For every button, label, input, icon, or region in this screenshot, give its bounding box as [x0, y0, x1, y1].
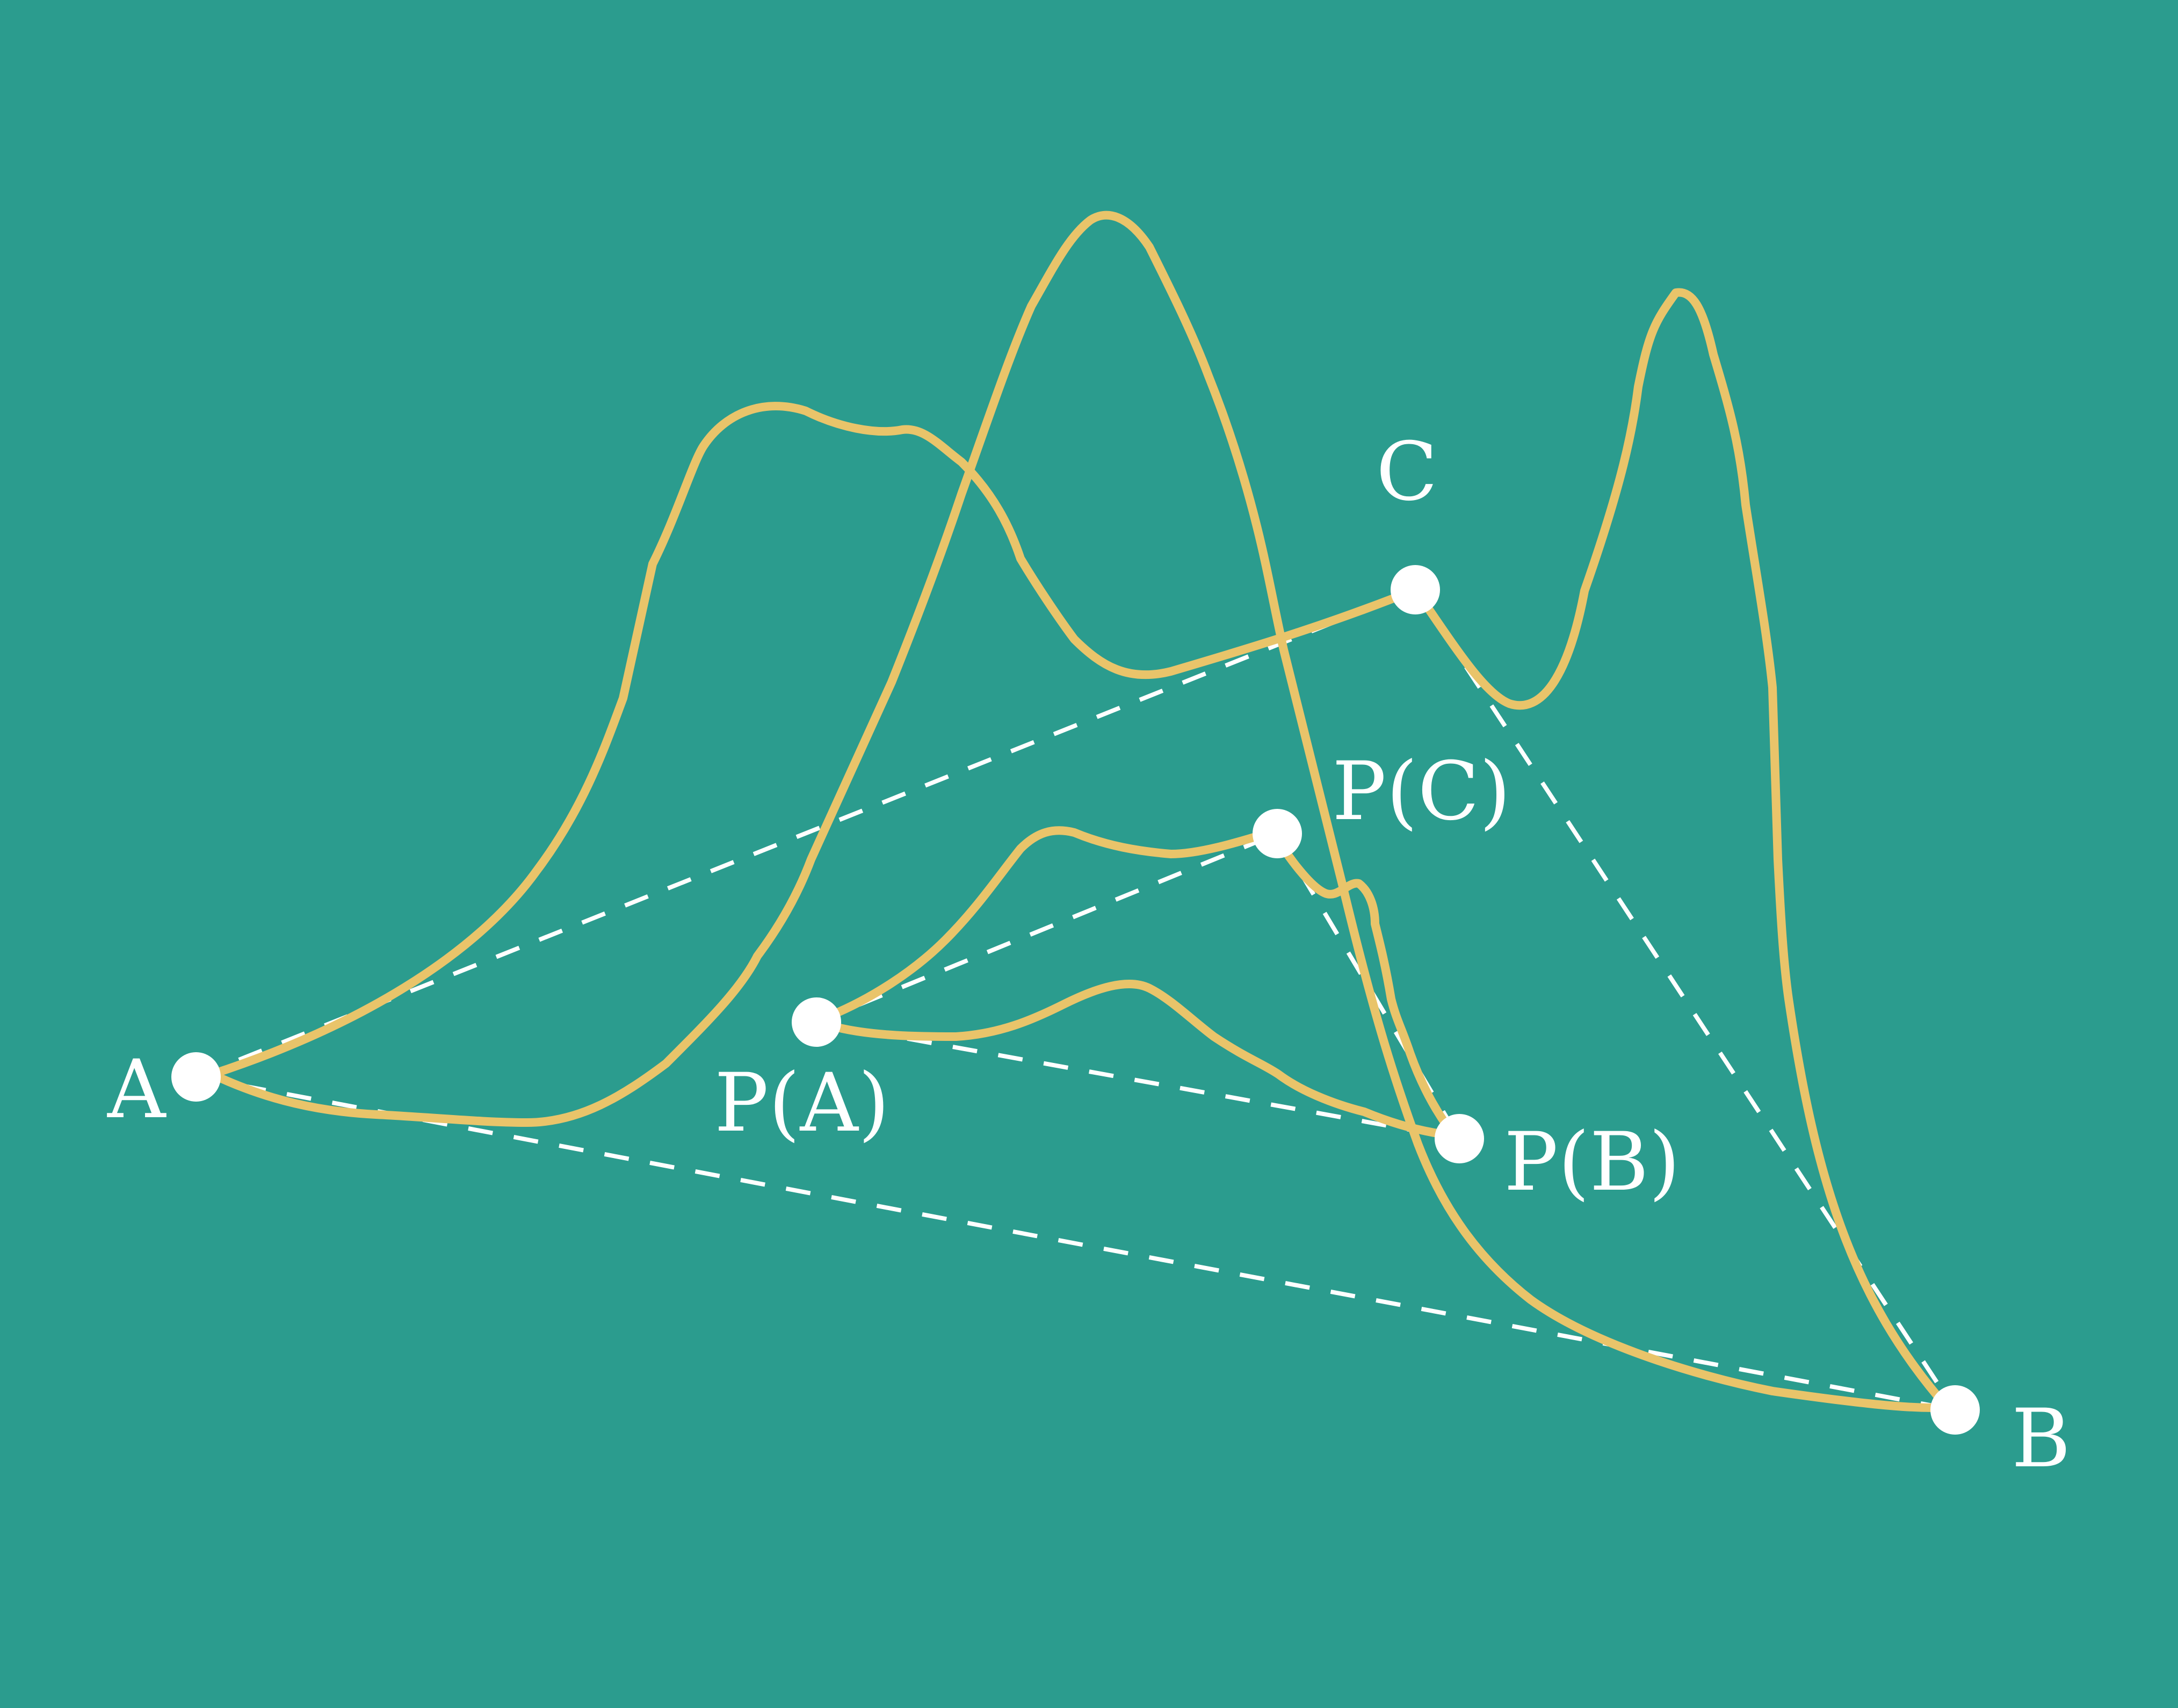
- curve-c-to-b: [1411, 288, 1951, 1412]
- point-c: [1391, 565, 1440, 614]
- curve-a-to-b: [208, 211, 1951, 1412]
- label-c: C: [1376, 425, 1438, 519]
- edge-a-b: [196, 1075, 1956, 1412]
- curve-a-to-c: [208, 402, 1420, 1079]
- outer-triangle-dashed: [195, 588, 1957, 1412]
- outer-curved-paths: [208, 211, 1951, 1412]
- point-pa: [792, 997, 841, 1047]
- point-b: [1930, 1385, 1980, 1435]
- inner-curved-paths: [827, 826, 1463, 1146]
- point-pc: [1253, 809, 1302, 858]
- edge-pa-pb: [816, 1020, 1460, 1141]
- curve-pc-to-pb: [1269, 827, 1463, 1146]
- label-a: A: [107, 1043, 167, 1137]
- label-b: B: [2011, 1392, 2071, 1486]
- edge-pa-pc: [815, 831, 1278, 1024]
- curve-pa-to-pb: [827, 979, 1463, 1140]
- point-pb: [1435, 1114, 1484, 1163]
- label-pb: P(B): [1504, 1116, 1680, 1209]
- point-a: [171, 1052, 221, 1102]
- curve-pa-to-pc: [827, 826, 1277, 1019]
- points: [171, 565, 1980, 1435]
- edge-a-c: [195, 588, 1416, 1079]
- label-pc: P(C): [1332, 745, 1511, 838]
- label-pa: P(A): [714, 1056, 889, 1150]
- labels: A B C P(A) P(B) P(C): [107, 425, 2071, 1486]
